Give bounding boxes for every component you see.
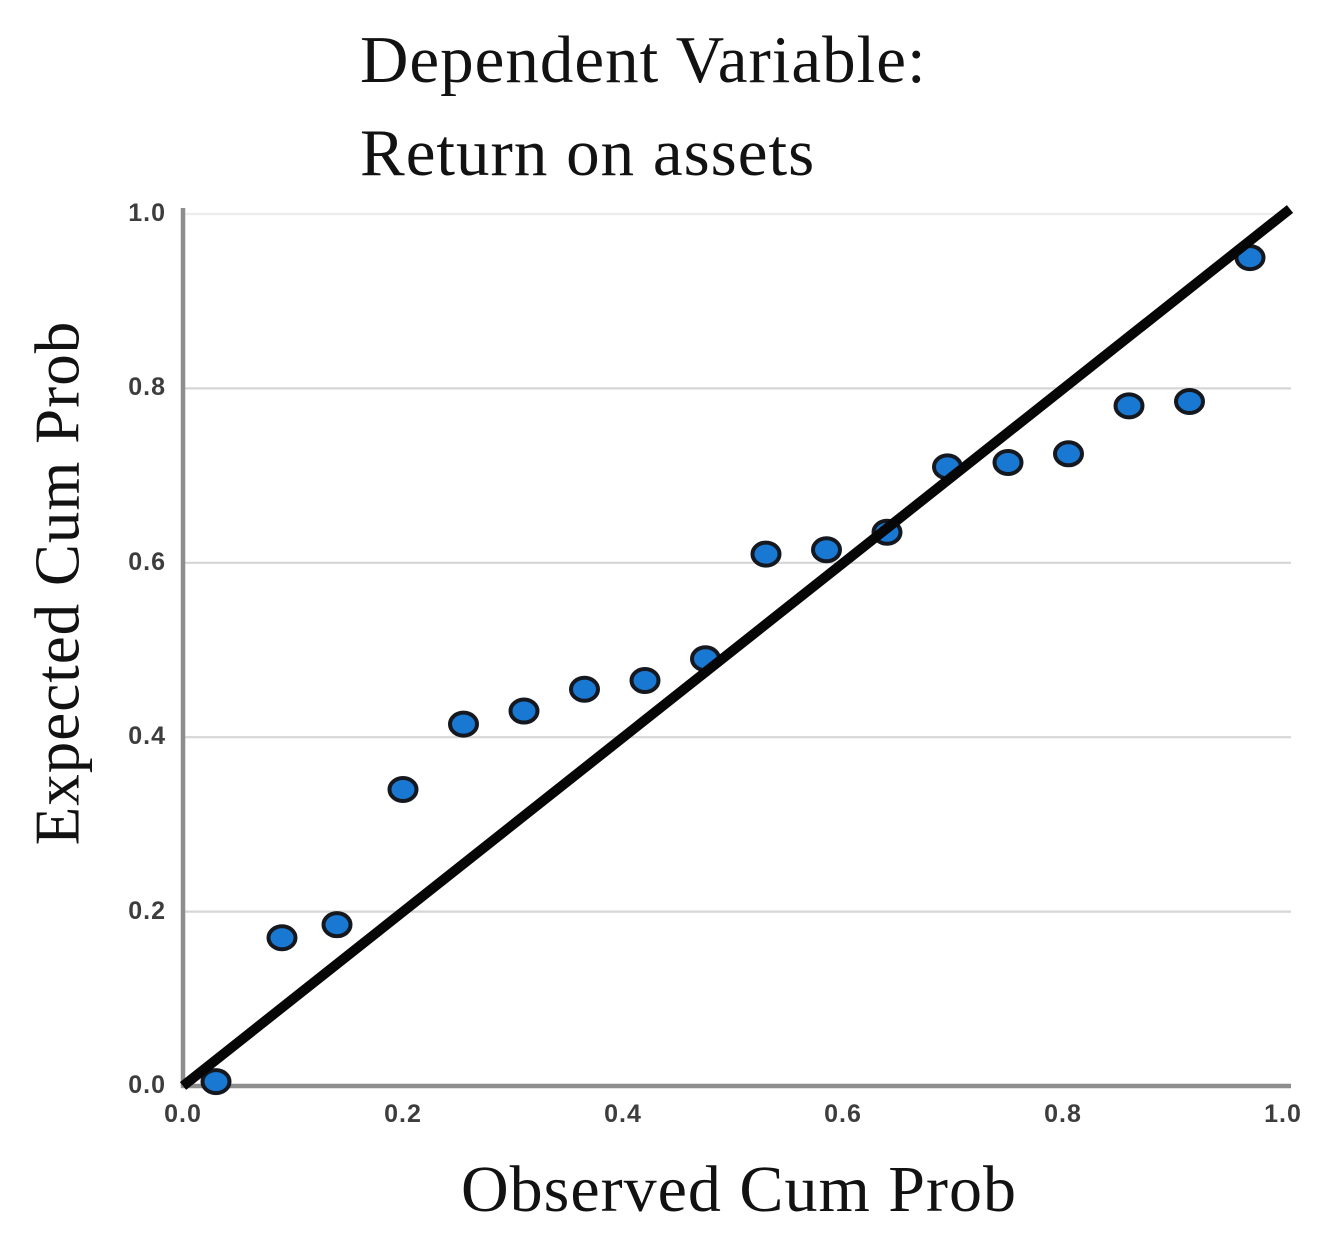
data-point-1 bbox=[200, 1068, 232, 1096]
data-point-6 bbox=[508, 697, 540, 725]
x-tick-label-0.0: 0.0 bbox=[164, 1100, 202, 1128]
reference-line bbox=[179, 205, 1294, 1090]
data-point-5 bbox=[448, 710, 479, 738]
data-point-15 bbox=[1053, 440, 1084, 468]
data-point-16 bbox=[1113, 392, 1145, 420]
data-point-14 bbox=[992, 449, 1024, 477]
y-tick-label-0.4: 0.4 bbox=[128, 722, 166, 751]
data-point-11 bbox=[811, 536, 842, 564]
chart-title-line2: Return on assets bbox=[360, 116, 816, 190]
y-tick-label-0.2: 0.2 bbox=[128, 896, 166, 925]
y-tick-label-0.8: 0.8 bbox=[128, 373, 166, 402]
data-point-10 bbox=[750, 540, 782, 568]
chart-title-line1: Dependent Variable: bbox=[360, 23, 927, 97]
data-point-4 bbox=[387, 776, 419, 804]
y-tick-label-1.0: 1.0 bbox=[128, 199, 166, 227]
data-point-8 bbox=[629, 667, 661, 695]
x-axis-title: Observed Cum Prob bbox=[461, 1153, 1017, 1226]
data-point-17 bbox=[1174, 387, 1205, 415]
data-point-3 bbox=[321, 911, 353, 939]
chart-title: Dependent Variable: Return on assets bbox=[360, 14, 927, 200]
x-tick-label-0.8: 0.8 bbox=[1044, 1100, 1082, 1128]
y-tick-label-0.0: 0.0 bbox=[128, 1071, 166, 1099]
x-tick-label-1.0: 1.0 bbox=[1264, 1100, 1302, 1128]
x-tick-label-0.6: 0.6 bbox=[824, 1100, 862, 1128]
x-tick-label-0.4: 0.4 bbox=[604, 1100, 642, 1128]
x-tick-label-0.2: 0.2 bbox=[384, 1100, 422, 1128]
y-tick-label-0.6: 0.6 bbox=[128, 547, 166, 576]
data-point-2 bbox=[266, 924, 298, 952]
data-point-7 bbox=[569, 675, 600, 703]
